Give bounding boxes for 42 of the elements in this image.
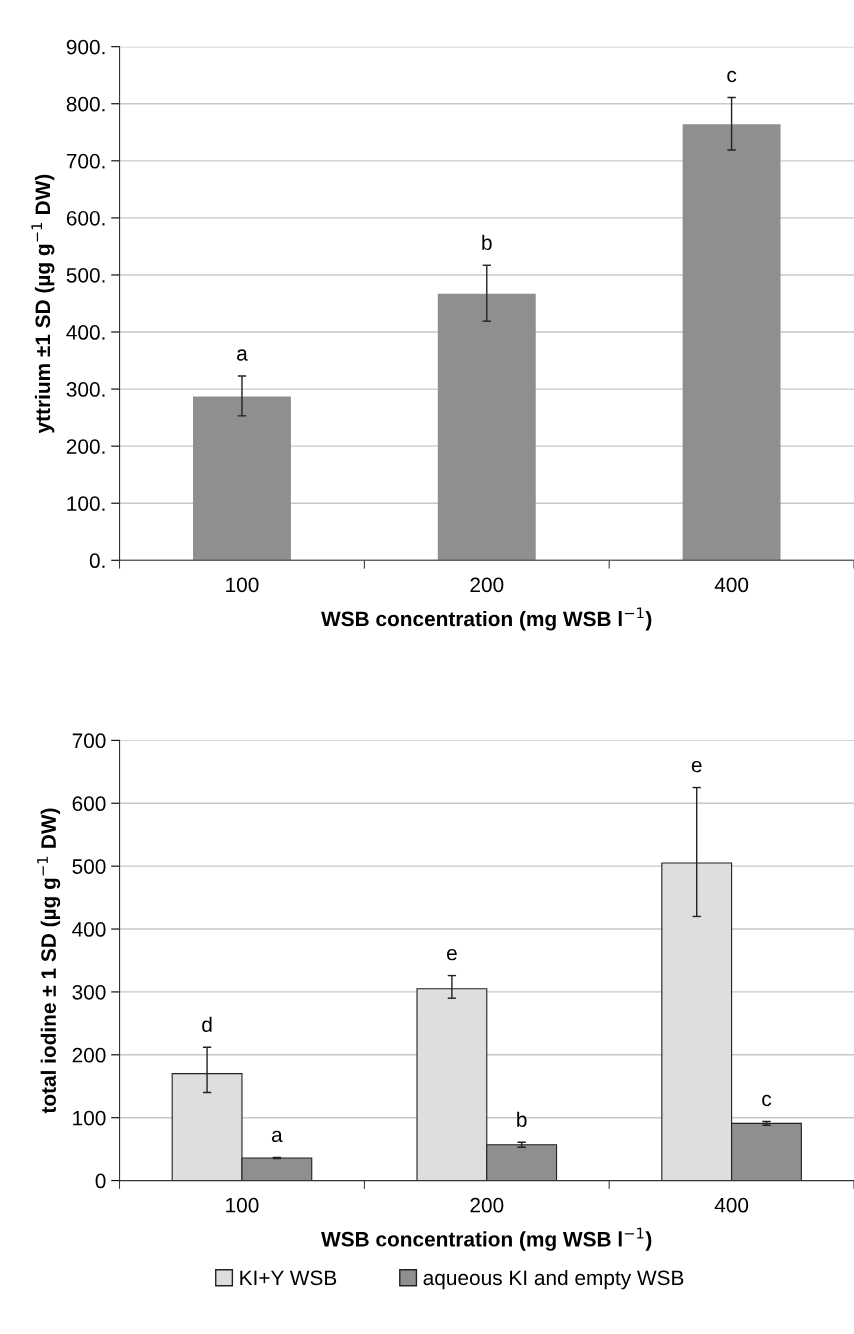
- y-tick-label: 400.: [66, 325, 105, 340]
- x-tick-label: 200: [470, 577, 504, 593]
- y-tick-label: 600: [72, 796, 106, 812]
- annotation: c: [727, 70, 737, 83]
- y-tick-label: 300.: [66, 382, 105, 397]
- bar: [437, 293, 536, 561]
- legend-label: KI+Y WSB: [240, 1270, 337, 1286]
- x-axis-title: WSB concentration (mg WSB l$^{−1}$): [321, 1227, 652, 1251]
- y-tick-label: 900.: [66, 39, 105, 55]
- x-tick-label: 200: [470, 1197, 504, 1213]
- y-tick-label: 500.: [66, 267, 105, 283]
- y-tick-label: 200: [72, 1047, 106, 1063]
- y-tick-label: 0: [95, 1173, 106, 1189]
- y-tick-label: 500: [72, 859, 106, 874]
- annotation: b: [517, 1111, 527, 1127]
- x-tick-label: 400: [714, 1197, 749, 1213]
- annotation: e: [446, 948, 457, 961]
- annotation: a: [237, 349, 248, 361]
- x-tick-label: 100: [226, 577, 259, 593]
- legend-label: aqueous KI and empty WSB: [423, 1269, 684, 1290]
- bar: [193, 396, 291, 561]
- y-tick-label: 700: [72, 733, 106, 749]
- x-axis-title: WSB concentration (mg WSB l$^{−1}$): [321, 607, 652, 631]
- x-tick-label: 400: [714, 577, 749, 593]
- bar: [682, 124, 781, 561]
- x-tick-label: 100: [226, 1197, 259, 1213]
- annotation: c: [762, 1094, 772, 1107]
- y-tick-label: 300: [72, 984, 106, 1000]
- y-tick-label: 600.: [66, 210, 105, 226]
- annotation: d: [202, 1016, 212, 1033]
- y-tick-label: 800.: [66, 96, 105, 112]
- y-axis-title: yttrium ±1 SD (µg g$^{−1}$ DW): [31, 174, 55, 434]
- annotation: e: [691, 760, 702, 773]
- annotation: a: [271, 1130, 283, 1143]
- annotation: b: [482, 234, 492, 251]
- y-tick-label: 200.: [66, 439, 105, 454]
- y-tick-label: 0.: [89, 553, 105, 569]
- y-axis-title: total iodine ± 1 SD (µg g$^{−1}$ DW): [37, 808, 61, 1114]
- y-tick-label: 400: [72, 922, 106, 937]
- y-tick-label: 100: [73, 1110, 106, 1126]
- y-tick-label: 100.: [67, 496, 105, 511]
- y-tick-label: 700.: [66, 153, 105, 169]
